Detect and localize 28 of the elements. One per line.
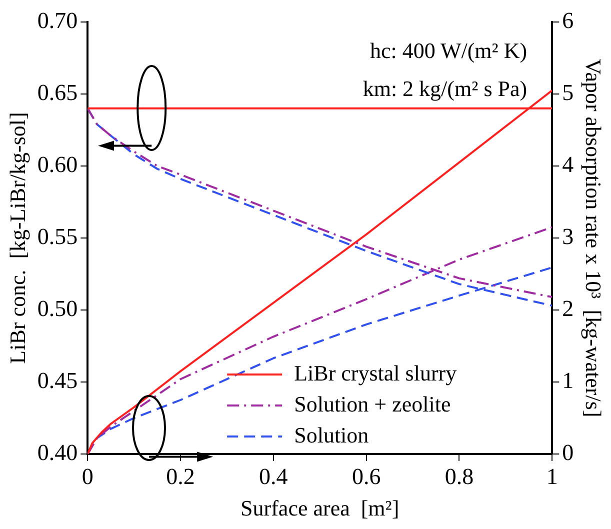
y-tick-label: 0.70 <box>37 8 78 34</box>
y2-tick-label: 5 <box>562 80 574 106</box>
y-tick-label: 0.45 <box>37 368 78 394</box>
y2-tick-label: 1 <box>562 368 574 394</box>
y2-tick-label: 4 <box>562 152 574 178</box>
y-tick-label: 0.50 <box>37 296 78 322</box>
x-axis-title: Surface area [m²] <box>240 496 400 521</box>
y2-tick-label: 6 <box>562 8 574 34</box>
legend-label: LiBr crystal slurry <box>294 360 457 386</box>
x-tick-label: 0.2 <box>166 464 195 489</box>
legend-label: Solution + zeolite <box>294 391 451 416</box>
y-tick-label: 0.65 <box>37 80 78 106</box>
y-tick-label: 0.40 <box>37 440 78 466</box>
annotation: hc: 400 W/(m² K) <box>370 38 528 63</box>
y2-tick-label: 0 <box>562 440 574 466</box>
x-tick-label: 0.4 <box>259 464 288 489</box>
x-tick-label: 0.8 <box>444 464 474 489</box>
x-tick-label: 0.6 <box>352 464 381 489</box>
annotation: km: 2 kg/(m² s Pa) <box>362 76 528 101</box>
legend-label: Solution <box>294 422 369 448</box>
y-tick-label: 0.60 <box>37 152 78 178</box>
y-tick-label: 0.55 <box>37 224 78 250</box>
y2-axis-title: Vapor absorption rate x 10³ [kg-water/s] <box>581 58 606 418</box>
y-axis-title: LiBr conc. [kg-LiBr/kg-sol] <box>4 112 30 364</box>
x-tick-label: 0 <box>82 464 94 489</box>
y2-tick-label: 3 <box>562 224 574 250</box>
y2-tick-label: 2 <box>562 296 574 322</box>
x-tick-label: 1 <box>546 464 558 489</box>
